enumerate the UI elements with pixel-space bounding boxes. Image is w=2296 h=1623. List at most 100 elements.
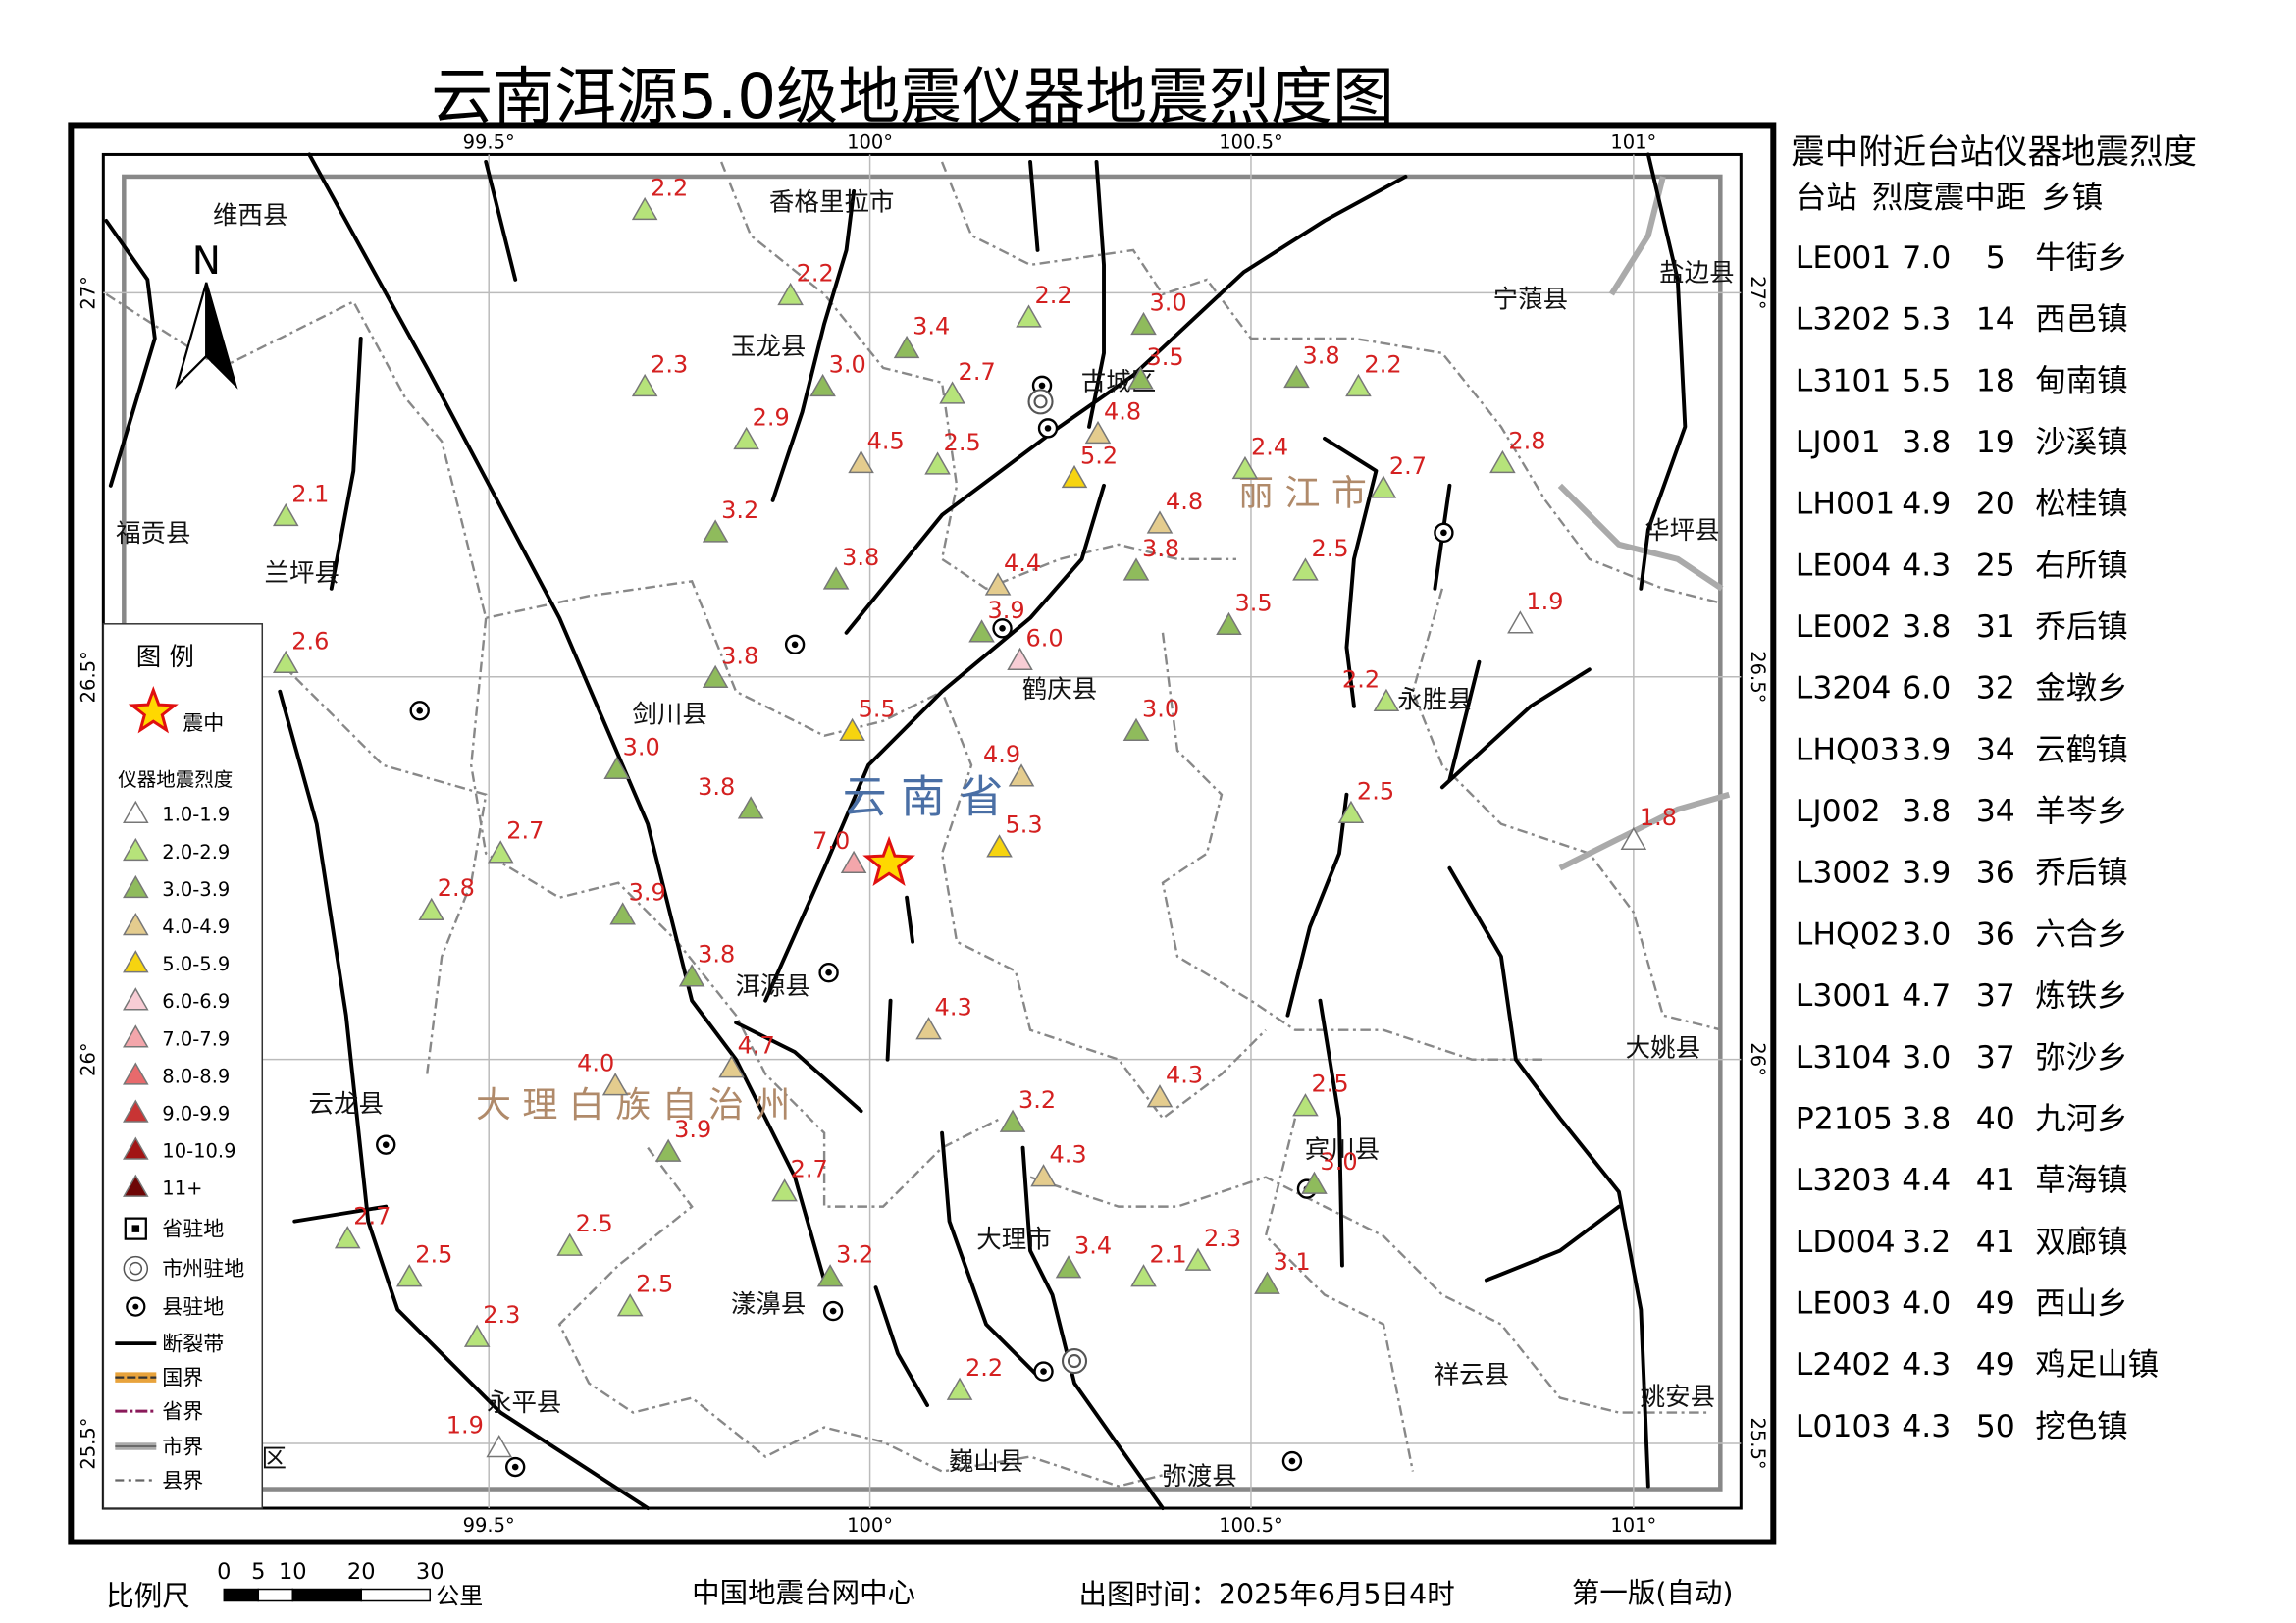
- station-intensity: 2.8: [438, 874, 475, 902]
- table-cell: LE002: [1796, 609, 1892, 645]
- table-cell: 40: [1976, 1101, 2015, 1136]
- table-cell: LHQ02: [1796, 916, 1900, 952]
- legend-star: [128, 686, 179, 734]
- station-intensity: 2.1: [1149, 1241, 1186, 1269]
- station-intensity: 2.5: [636, 1271, 673, 1298]
- legend-class-label: 7.0-7.9: [162, 1027, 230, 1050]
- station-intensity: 2.7: [959, 358, 996, 386]
- county-seat-dot: [825, 969, 832, 976]
- table-cell: LH001: [1796, 487, 1895, 522]
- station-intensity: 3.0: [829, 350, 866, 378]
- place-label: 福贡县: [116, 519, 190, 549]
- table-cell: 18: [1976, 363, 2015, 398]
- station-intensity: 2.9: [753, 403, 790, 431]
- station-intensity: 3.0: [1142, 695, 1179, 722]
- station-intensity: 4.4: [1004, 550, 1041, 577]
- place-label: 巍山县: [949, 1447, 1023, 1477]
- table-cell: LE001: [1796, 240, 1892, 276]
- county-seat-dot: [1044, 425, 1052, 432]
- table-cell: 鸡足山镇: [2035, 1347, 2159, 1383]
- station-marker: [1055, 1255, 1082, 1279]
- table-cell: 牛街乡: [2035, 240, 2127, 276]
- station-intensity: 6.0: [1026, 624, 1064, 652]
- lon-tick-label: 99.5°: [463, 131, 515, 153]
- station-marker: [334, 1226, 361, 1249]
- legend-symbol: [131, 1225, 140, 1232]
- station-marker: [702, 519, 729, 543]
- station-intensity: 1.9: [446, 1412, 484, 1440]
- table-cell: 4.0: [1902, 1285, 1951, 1321]
- table-cell: 5.5: [1902, 363, 1951, 398]
- legend-swatch: [123, 1024, 149, 1048]
- legend-swatch: [123, 1099, 149, 1123]
- table-cell: 41: [1976, 1163, 2015, 1198]
- legend-symbol-label: 断裂带: [162, 1333, 224, 1356]
- table-cell: 25: [1976, 548, 2015, 583]
- table-cell: 3.2: [1902, 1225, 1951, 1260]
- station-intensity: 7.0: [812, 827, 850, 855]
- place-label: 永胜县: [1397, 685, 1472, 714]
- lon-tick-label: 101°: [1610, 1514, 1656, 1537]
- legend-class-label: 3.0-3.9: [162, 878, 230, 901]
- lat-tick-label: 25.5°: [77, 1417, 99, 1469]
- station-intensity: 3.0: [1149, 288, 1186, 316]
- place-label: 区: [262, 1444, 287, 1474]
- scale-unit: 公里: [436, 1583, 483, 1610]
- legend-class-label: 10-10.9: [162, 1140, 235, 1163]
- station-marker: [395, 1264, 423, 1287]
- station-intensity: 3.8: [842, 544, 879, 571]
- city-seat: [1061, 1348, 1088, 1375]
- station-intensity: 5.2: [1080, 442, 1118, 469]
- table-cell: 41: [1976, 1225, 2015, 1260]
- station-marker: [924, 451, 951, 475]
- table-cell: L3001: [1796, 978, 1892, 1014]
- table-cell: 34: [1976, 732, 2015, 767]
- station-marker: [631, 196, 658, 221]
- station-intensity: 2.5: [1311, 1071, 1348, 1098]
- legend-class-label: 6.0-6.9: [162, 990, 230, 1013]
- station-intensity: 3.4: [1074, 1232, 1112, 1260]
- station-marker: [418, 897, 445, 920]
- station-intensity: 2.2: [1035, 282, 1072, 309]
- table-cell: 4.9: [1902, 487, 1951, 522]
- lon-tick-label: 101°: [1610, 131, 1656, 153]
- map-time: 出图时间：2025年6月5日4时: [1079, 1579, 1455, 1611]
- table-cell: 3.0: [1902, 1040, 1951, 1075]
- table-cell: 西山乡: [2035, 1285, 2127, 1321]
- station-marker: [1370, 475, 1397, 498]
- county-seat-dot: [1038, 382, 1046, 390]
- scale-segment: [223, 1588, 260, 1602]
- station-intensity: 2.7: [1389, 452, 1427, 480]
- scale-segment: [257, 1588, 294, 1602]
- table-cell: 4.3: [1902, 1409, 1951, 1444]
- legend-swatch: [123, 800, 149, 823]
- table-cell: 金墩乡: [2035, 671, 2127, 707]
- place-label: 鹤庆县: [1022, 675, 1097, 705]
- table-cell: 14: [1976, 302, 2015, 338]
- station-marker: [556, 1232, 583, 1256]
- station-marker: [1292, 1093, 1319, 1117]
- station-marker: [487, 840, 514, 864]
- station-marker: [809, 373, 836, 397]
- station-intensity: 3.8: [1142, 535, 1179, 562]
- station-marker: [984, 572, 1012, 596]
- table-cell: 草海镇: [2035, 1163, 2127, 1198]
- station-marker: [839, 717, 865, 742]
- station-marker: [1337, 800, 1365, 823]
- legend-swatch: [123, 1136, 149, 1160]
- station-marker: [1146, 1084, 1174, 1108]
- station-intensity: 2.1: [291, 480, 329, 507]
- station-intensity: 2.4: [1251, 433, 1288, 460]
- station-marker: [1345, 373, 1372, 397]
- station-intensity: 2.7: [791, 1156, 828, 1183]
- station-marker: [1254, 1271, 1280, 1294]
- table-cell: 4.3: [1902, 1347, 1951, 1383]
- station-marker: [822, 566, 850, 590]
- table-cell: 19: [1976, 425, 2015, 460]
- station-marker: [986, 834, 1013, 858]
- station-marker: [915, 1017, 942, 1040]
- scale-tick-label: 10: [279, 1559, 307, 1585]
- station-intensity: 2.8: [1508, 427, 1545, 454]
- faults: [104, 152, 1688, 1510]
